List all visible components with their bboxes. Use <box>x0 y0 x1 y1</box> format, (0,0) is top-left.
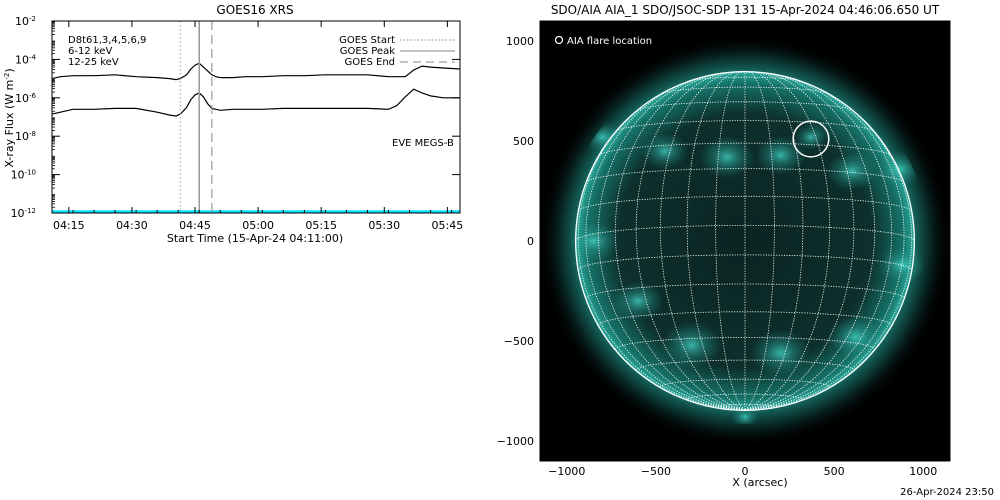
aia-y-ticks: −1000 −500 0 500 1000 <box>497 35 548 448</box>
aia-y-tick-label: 0 <box>527 235 534 248</box>
aia-x-tick-label: 500 <box>824 465 845 478</box>
detector-label: D8t61,3,4,5,6,9 <box>68 35 146 46</box>
goes-y-tick-label: 10-10 <box>11 169 36 182</box>
channel-label-12-25kev: 12-25 keV <box>68 57 119 68</box>
legend-goes-peak-label: GOES Peak <box>340 46 395 57</box>
aia-y-tick-label: −1000 <box>497 435 534 448</box>
grid-line <box>635 72 746 410</box>
flare-legend-label: AIA flare location <box>567 36 652 47</box>
grid-line <box>577 93 746 410</box>
goes-x-tick-label: 05:15 <box>305 219 337 232</box>
aia-x-tick-label: −500 <box>641 465 671 478</box>
aia-x-tick-label: 0 <box>742 465 749 478</box>
active-region <box>794 124 828 150</box>
flare-location-circle <box>792 120 830 158</box>
grid-line <box>614 336 876 350</box>
grid-line <box>744 72 855 410</box>
grid-line <box>585 78 746 410</box>
grid-line <box>744 71 804 410</box>
goes-x-tick-label: 05:00 <box>242 219 274 232</box>
eve-megs-b-label: EVE MEGS-B <box>392 138 454 149</box>
goes-y-tick-label: 10-2 <box>15 15 36 28</box>
active-region <box>612 281 664 321</box>
flare-legend: AIA flare location <box>554 35 652 47</box>
grid-line <box>715 71 746 410</box>
grid-line <box>598 142 892 156</box>
grid-line <box>744 78 905 410</box>
goes-y-tick-label: 10-6 <box>15 92 37 105</box>
grid-line <box>744 72 876 410</box>
active-region <box>731 406 759 424</box>
aia-y-tick-label: 500 <box>513 135 534 148</box>
active-region <box>827 315 884 359</box>
goes-xrs-chart: GOES16 XRS 04:15 04:30 04:45 05:00 05:15 05:3… <box>3 3 463 245</box>
active-region <box>699 135 755 179</box>
grid-line <box>597 74 746 410</box>
heliographic-grid <box>575 71 915 410</box>
active-region <box>641 133 688 169</box>
grid-line <box>578 195 912 212</box>
aia-x-tick-label: 1000 <box>909 465 937 478</box>
grid-line <box>659 71 746 410</box>
grid-line <box>575 224 915 242</box>
grid-line <box>614 72 746 410</box>
goes-legend: GOES Start GOES Peak GOES End <box>339 35 455 68</box>
grid-line <box>715 403 775 408</box>
active-region <box>567 221 619 261</box>
goes-x-tick-label: 04:45 <box>179 219 211 232</box>
aia-solar-image <box>540 34 950 448</box>
active-region <box>755 135 807 175</box>
goes-y-axis-label: X-ray Flux (W m-2) <box>3 68 16 167</box>
goes-flux-traces <box>51 62 461 213</box>
aia-y-tick-label: 1000 <box>506 35 534 48</box>
goes-x-tick-label: 05:30 <box>368 219 400 232</box>
legend-goes-start-label: GOES Start <box>339 35 395 46</box>
channel-label-6-12kev: 6-12 keV <box>68 46 112 57</box>
goes-y-ticks: 10-12 10-10 10-8 10-6 10-4 10-2 <box>11 15 460 220</box>
footer-timestamp: 26-Apr-2024 23:50 <box>900 487 994 498</box>
goes-y-tick-label: 10-4 <box>15 53 37 66</box>
goes-event-lines <box>179 21 213 213</box>
goes-x-tick-label: 04:30 <box>116 219 148 232</box>
solar-limb <box>575 71 915 411</box>
goes-chart-title: GOES16 XRS <box>216 3 293 17</box>
flux-series-0 <box>51 62 461 81</box>
aia-image-title: SDO/AIA AIA_1 SDO/JSOC-SDP 131 15-Apr-20… <box>551 3 940 17</box>
grid-line <box>744 74 893 410</box>
goes-plot-frame <box>51 20 461 214</box>
grid-line <box>744 93 913 410</box>
grid-line <box>686 71 746 410</box>
aia-x-axis-label: X (arcsec) <box>732 476 787 489</box>
goes-x-tick-label: 05:45 <box>432 219 464 232</box>
aia-y-tick-label: −500 <box>504 335 534 348</box>
goes-x-tick-label: 04:15 <box>53 219 85 232</box>
flare-legend-marker <box>554 35 564 45</box>
legend-goes-end-label: GOES End <box>345 57 395 68</box>
goes-y-tick-label: 10-12 <box>11 207 36 220</box>
goes-x-axis-label: Start Time (15-Apr-24 04:11:00) <box>167 232 343 245</box>
grid-line <box>744 71 831 410</box>
aia-x-tick-label: −1000 <box>548 465 585 478</box>
grid-line <box>577 254 913 271</box>
goes-x-ticks: 04:15 04:30 04:45 05:00 05:15 05:30 05:45 <box>51 21 464 232</box>
goes-y-tick-label: 10-8 <box>15 130 36 143</box>
active-region <box>826 151 878 191</box>
active-region <box>750 329 811 377</box>
aia-image-panel: SDO/AIA AIA_1 SDO/JSOC-SDP 131 15-Apr-20… <box>497 3 951 489</box>
aia-x-ticks: −1000 −500 0 500 1000 <box>548 453 937 478</box>
flux-series-1 <box>51 88 460 117</box>
grid-line <box>744 71 775 410</box>
active-region <box>878 247 926 283</box>
active-region <box>661 321 722 369</box>
